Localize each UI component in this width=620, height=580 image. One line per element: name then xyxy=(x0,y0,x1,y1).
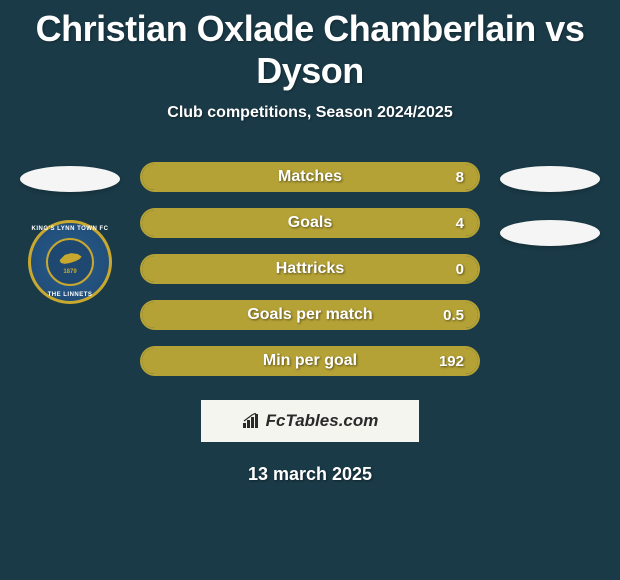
subtitle: Club competitions, Season 2024/2025 xyxy=(0,104,620,122)
stat-value: 0.5 xyxy=(443,307,464,324)
player-oval-right-2 xyxy=(500,220,600,246)
branding-box: FcTables.com xyxy=(201,400,419,442)
stat-bar: Goals per match 0.5 xyxy=(140,300,480,330)
stat-label: Matches xyxy=(278,168,342,186)
stat-label: Goals xyxy=(288,214,332,232)
stat-bar: Goals 4 xyxy=(140,208,480,238)
right-column xyxy=(500,162,600,246)
stat-value: 192 xyxy=(439,353,464,370)
branding-text: FcTables.com xyxy=(266,411,379,431)
badge-inner: 1879 xyxy=(46,238,94,286)
badge-bird-icon xyxy=(57,250,83,268)
stat-value: 4 xyxy=(456,215,464,232)
player-oval-right-1 xyxy=(500,166,600,192)
stat-label: Goals per match xyxy=(247,306,372,324)
stat-bar: Min per goal 192 xyxy=(140,346,480,376)
badge-year: 1879 xyxy=(63,269,76,275)
comparison-infographic: Christian Oxlade Chamberlain vs Dyson Cl… xyxy=(0,0,620,485)
chart-icon xyxy=(242,413,262,429)
stat-value: 0 xyxy=(456,261,464,278)
main-row: KING'S LYNN TOWN FC 1879 THE LINNETS Mat… xyxy=(0,162,620,376)
date-text: 13 march 2025 xyxy=(0,464,620,485)
stat-label: Hattricks xyxy=(276,260,344,278)
badge-top-text: KING'S LYNN TOWN FC xyxy=(31,226,109,232)
player-oval-left xyxy=(20,166,120,192)
stat-value: 8 xyxy=(456,169,464,186)
page-title: Christian Oxlade Chamberlain vs Dyson xyxy=(0,8,620,92)
stat-bar: Matches 8 xyxy=(140,162,480,192)
left-column: KING'S LYNN TOWN FC 1879 THE LINNETS xyxy=(20,162,120,304)
stat-bar: Hattricks 0 xyxy=(140,254,480,284)
badge-bottom-text: THE LINNETS xyxy=(31,292,109,298)
stats-column: Matches 8 Goals 4 Hattricks 0 Goals per match 0… xyxy=(140,162,480,376)
stat-label: Min per goal xyxy=(263,352,357,370)
club-badge: KING'S LYNN TOWN FC 1879 THE LINNETS xyxy=(28,220,112,304)
